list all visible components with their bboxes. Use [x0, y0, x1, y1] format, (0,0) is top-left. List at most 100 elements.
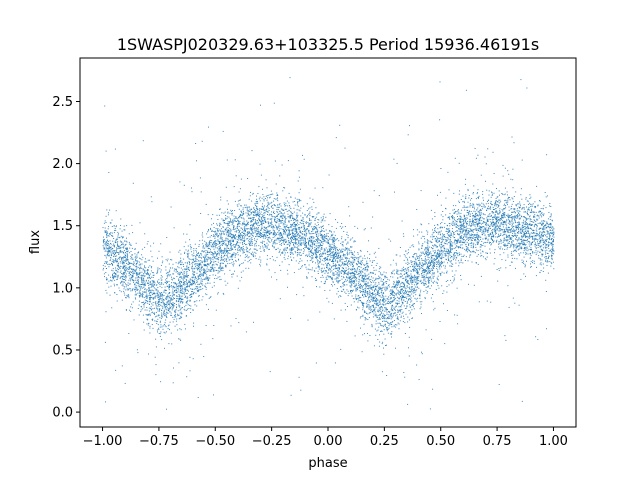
data-point: [405, 276, 407, 278]
data-point: [549, 227, 550, 229]
data-point: [501, 193, 503, 194]
data-point: [507, 194, 508, 196]
data-point: [458, 246, 460, 248]
data-point: [407, 264, 409, 265]
data-point: [421, 224, 423, 226]
data-point: [523, 234, 525, 236]
data-point: [121, 237, 123, 239]
data-point: [145, 258, 146, 260]
data-point: [523, 211, 525, 213]
data-point: [419, 257, 420, 259]
data-point: [144, 270, 146, 272]
data-point: [274, 213, 276, 214]
data-point: [161, 339, 163, 341]
data-point: [368, 312, 370, 314]
data-point: [322, 235, 323, 237]
data-point: [230, 242, 232, 244]
data-point: [356, 280, 358, 282]
data-point: [113, 261, 115, 263]
data-point: [467, 212, 469, 214]
data-point: [230, 244, 231, 246]
data-point: [547, 272, 549, 274]
data-point: [503, 240, 505, 242]
data-point: [408, 347, 409, 349]
data-point: [125, 240, 127, 242]
data-point: [290, 196, 292, 198]
data-point: [165, 296, 167, 298]
data-point: [130, 258, 132, 260]
data-point: [234, 238, 236, 240]
data-point: [215, 228, 217, 230]
data-point: [114, 285, 115, 287]
data-point: [296, 294, 298, 296]
data-point: [220, 199, 222, 201]
data-point: [259, 232, 261, 234]
data-point: [282, 240, 284, 241]
data-point: [139, 269, 141, 271]
data-point: [222, 266, 224, 268]
data-point: [191, 262, 193, 264]
data-point: [346, 269, 347, 271]
data-point: [551, 237, 553, 239]
data-point: [362, 285, 364, 287]
data-point: [481, 220, 483, 222]
data-point: [438, 253, 440, 255]
data-point: [479, 208, 481, 210]
data-point: [280, 232, 282, 234]
data-point: [251, 224, 253, 226]
data-point: [332, 272, 334, 274]
data-point: [160, 295, 162, 297]
data-point: [218, 246, 220, 248]
data-point: [302, 231, 304, 232]
data-point: [534, 214, 536, 216]
data-point: [445, 258, 447, 260]
data-point: [103, 238, 105, 240]
data-point: [136, 256, 138, 258]
data-point: [359, 269, 360, 271]
data-point: [242, 270, 244, 272]
data-point: [342, 241, 344, 243]
data-point: [542, 254, 544, 256]
data-point: [115, 210, 117, 212]
data-point: [475, 249, 477, 251]
data-point: [234, 246, 236, 248]
data-point: [455, 225, 457, 227]
data-point: [236, 231, 238, 233]
data-point: [507, 222, 509, 224]
data-point: [162, 260, 164, 262]
data-point: [208, 264, 210, 266]
data-point: [256, 223, 258, 225]
data-point: [410, 260, 412, 262]
data-point: [409, 287, 410, 289]
data-point: [433, 231, 435, 233]
data-point: [155, 284, 157, 286]
data-point: [184, 297, 186, 298]
data-point: [487, 231, 489, 233]
data-point: [480, 230, 482, 232]
data-point: [449, 247, 451, 249]
data-point: [426, 242, 428, 244]
data-point: [229, 256, 231, 258]
data-point: [420, 289, 422, 291]
data-point: [266, 208, 268, 210]
data-point: [529, 198, 531, 199]
data-point: [436, 253, 438, 255]
data-point: [304, 239, 306, 241]
data-point: [248, 207, 250, 209]
data-point: [151, 272, 153, 274]
data-point: [370, 281, 371, 283]
data-point: [276, 198, 278, 200]
data-point: [511, 251, 513, 253]
data-point: [114, 241, 116, 243]
data-point: [192, 280, 193, 282]
data-point: [104, 247, 106, 249]
data-point: [126, 254, 128, 256]
data-point: [451, 282, 453, 284]
data-point: [300, 267, 302, 269]
data-point: [297, 234, 299, 236]
data-point: [294, 201, 296, 202]
data-point: [225, 223, 227, 224]
data-point: [438, 256, 440, 258]
data-point: [160, 292, 162, 294]
data-point: [130, 268, 132, 270]
